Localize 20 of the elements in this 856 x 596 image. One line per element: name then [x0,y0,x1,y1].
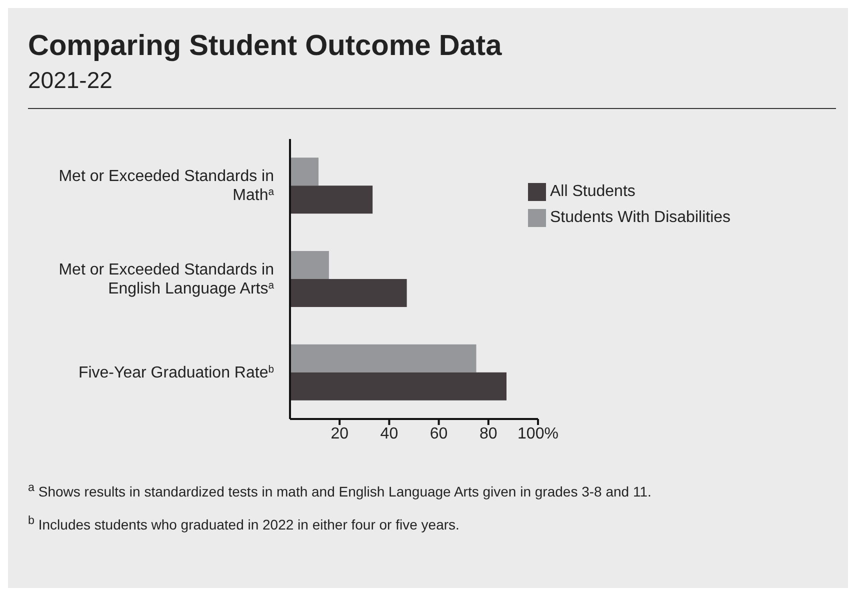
legend-label: All Students [550,183,636,200]
category-label: Met or Exceeded Standards in English Language Arts$^{a}$ [58,262,274,298]
legend-label: Students With Disabilities [550,209,731,226]
text: $^{b}$ Includes students who graduated in 2022 in either four or five years. [28,514,460,532]
chart-title: Comparing Student Outcome Data [28,30,503,63]
x-tick-label: 100% [518,425,558,442]
bar [290,279,407,307]
bar [290,186,373,214]
bar [290,372,507,400]
x-tick-label: 60 [430,425,448,442]
x-tick-label: 20 [330,425,349,442]
x-tick-label: 40 [380,425,398,442]
y-tick-label: Five-Year Graduation Rate$^{b}$ [78,364,274,382]
bar [290,158,319,186]
text: 2021-22 [28,67,114,94]
bar [290,251,329,279]
y-tick-label: Met or Exceeded Standards in Math$^{a}$ [58,168,274,204]
bar [290,344,476,372]
x-tick-label: 80 [480,425,498,442]
text: $^{a}$ Shows results in standardized tests in math and English Language Arts given in grades 3-8 and 11. [28,481,652,500]
